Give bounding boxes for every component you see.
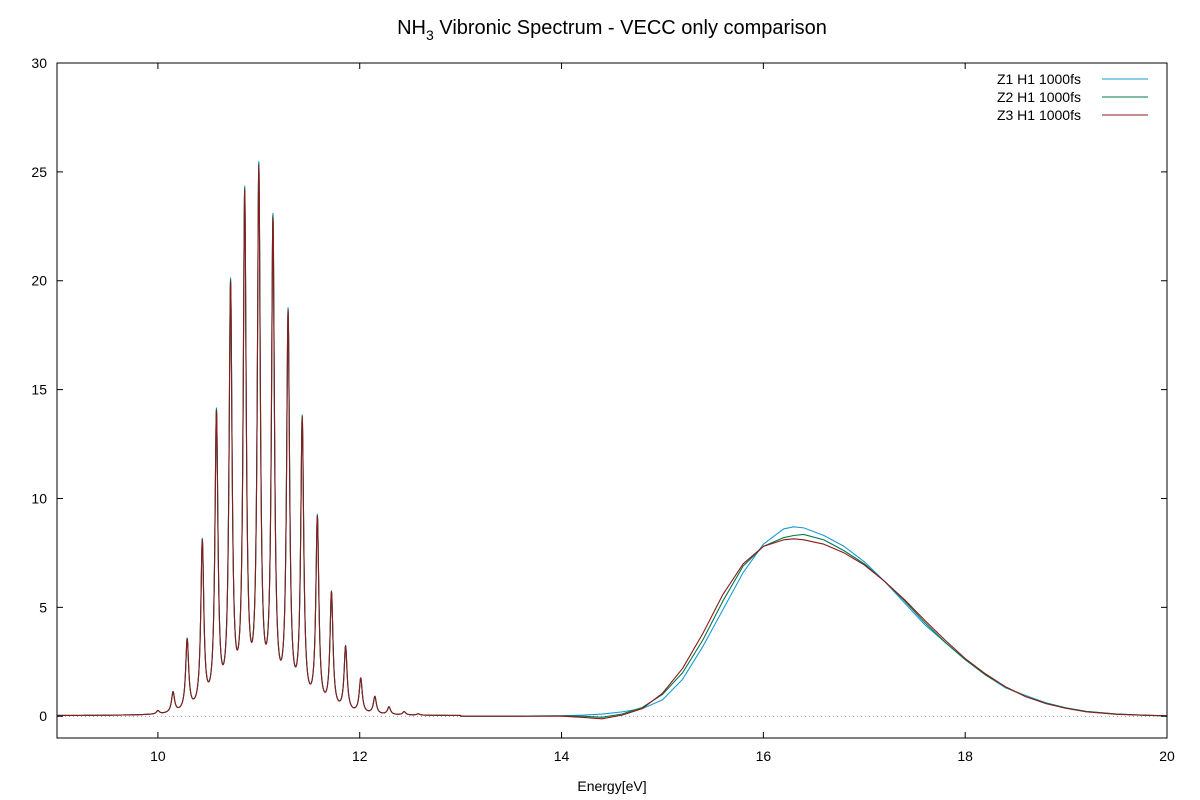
chart-title-post: Vibronic Spectrum - VECC only comparison <box>434 17 827 39</box>
legend: Z1 H1 1000fs Z2 H1 1000fs Z3 H1 1000fs <box>997 71 1148 123</box>
x-tick-label: 12 <box>352 748 368 764</box>
series-line-2 <box>56 163 1168 718</box>
legend-label: Z3 H1 1000fs <box>997 107 1081 123</box>
y-axis: 0 5 10 15 20 25 30 <box>31 55 1167 724</box>
x-tick-label: 10 <box>150 748 166 764</box>
legend-label: Z1 H1 1000fs <box>997 71 1081 87</box>
series-line-1 <box>56 160 1168 717</box>
y-tick-label: 30 <box>31 55 47 71</box>
x-tick-label: 20 <box>1159 748 1175 764</box>
series-layer <box>56 160 1168 720</box>
plot-frame <box>56 62 1168 739</box>
x-tick-label: 14 <box>554 748 570 764</box>
x-axis: 10 12 14 16 18 20 <box>150 63 1175 764</box>
y-tick-label: 20 <box>31 273 47 289</box>
x-tick-label: 16 <box>756 748 772 764</box>
y-tick-label: 5 <box>39 599 47 615</box>
chart-title-pre: NH <box>397 17 426 39</box>
series-line-3 <box>56 165 1168 720</box>
chart-title-sub: 3 <box>426 27 434 43</box>
y-tick-label: 0 <box>39 708 47 724</box>
legend-label: Z2 H1 1000fs <box>997 89 1081 105</box>
chart-title: NH3 Vibronic Spectrum - VECC only compar… <box>397 17 827 43</box>
x-tick-label: 18 <box>957 748 973 764</box>
y-tick-label: 10 <box>31 490 47 506</box>
y-tick-label: 15 <box>31 382 47 398</box>
x-axis-label: Energy[eV] <box>577 778 646 794</box>
y-tick-label: 25 <box>31 164 47 180</box>
